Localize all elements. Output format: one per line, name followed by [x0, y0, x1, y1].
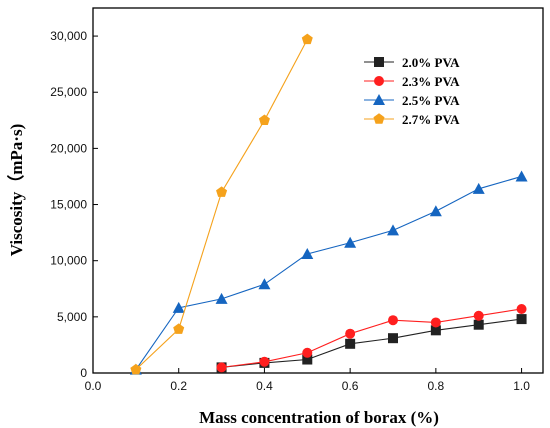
y-tick-label: 5,000 — [57, 310, 87, 324]
series-1-point — [388, 333, 398, 344]
x-tick-label: 0.2 — [170, 379, 187, 393]
x-tick-label: 0.6 — [342, 379, 359, 393]
series-3-point — [515, 170, 528, 182]
legend-item: 2.0% PVA — [364, 55, 460, 70]
y-axis-title: Viscosity（mPa·s) — [6, 124, 26, 257]
x-tick-label: 0.8 — [428, 379, 445, 393]
series-2 — [216, 303, 527, 373]
x-axis-title: Mass concentration of borax (%) — [199, 408, 439, 427]
series-2-point — [259, 356, 270, 367]
series-2-point — [345, 328, 356, 339]
legend-label: 2.7% PVA — [402, 112, 460, 127]
series-3-line — [135, 175, 522, 370]
y-tick-label: 25,000 — [50, 85, 87, 99]
legend: 2.0% PVA 2.3% PVA 2.5% PVA 2.7% PVA — [364, 55, 460, 127]
series-4-point — [216, 186, 228, 197]
series-3 — [129, 170, 528, 375]
series-2-point — [302, 347, 313, 358]
y-tick-label: 10,000 — [50, 254, 87, 268]
series-3-point — [172, 301, 185, 313]
series-1-point — [516, 314, 527, 325]
plot-area — [92, 7, 544, 374]
x-tick-label: 0.0 — [85, 379, 102, 393]
series-2-point — [516, 303, 527, 314]
series-4 — [130, 33, 313, 375]
series-1-line — [221, 318, 522, 368]
series-2-point — [430, 317, 441, 328]
x-tick-label: 1.0 — [513, 379, 530, 393]
legend-label: 2.0% PVA — [402, 55, 460, 70]
series-1-point — [345, 338, 356, 349]
legend-marker — [373, 113, 385, 124]
legend-label: 2.5% PVA — [402, 93, 460, 108]
series-1-point — [302, 354, 313, 365]
y-tick-label: 20,000 — [50, 141, 87, 155]
series-4-point — [130, 363, 142, 375]
series-1-point — [430, 325, 441, 336]
series-4-point — [173, 323, 185, 334]
series-2-line — [221, 308, 522, 368]
y-tick-label: 30,000 — [50, 29, 87, 43]
x-tick-label: 0.4 — [256, 379, 273, 393]
x-axis: 0.0 0.2 0.4 0.6 0.8 1.0 — [85, 368, 530, 393]
series-2-point — [216, 362, 227, 373]
series-3-point — [344, 236, 357, 248]
series-3-point — [387, 224, 399, 236]
legend-marker — [374, 57, 384, 67]
series-3-point — [215, 292, 228, 304]
legend-item: 2.3% PVA — [364, 74, 460, 89]
series-3-point — [429, 205, 442, 217]
y-tick-label: 15,000 — [50, 198, 87, 212]
series-4-point — [301, 33, 313, 45]
legend-marker — [373, 94, 385, 105]
series-layer — [129, 33, 528, 375]
series-3-point — [258, 278, 271, 290]
series-2-point — [388, 315, 398, 326]
legend-label: 2.3% PVA — [402, 74, 460, 89]
plot-frame — [92, 7, 544, 374]
legend-item: 2.7% PVA — [364, 112, 460, 127]
series-4-line — [135, 39, 308, 371]
series-3-point — [301, 247, 314, 259]
series-3-point — [472, 182, 485, 194]
series-1-point — [473, 319, 484, 330]
legend-item: 2.5% PVA — [364, 93, 460, 108]
legend-marker — [374, 76, 384, 86]
series-4-point — [258, 114, 270, 125]
y-tick-label: 0 — [80, 366, 87, 380]
y-axis: 0 5,000 10,000 15,000 20,000 25,000 30,000 — [50, 29, 98, 380]
series-2-point — [473, 310, 484, 321]
